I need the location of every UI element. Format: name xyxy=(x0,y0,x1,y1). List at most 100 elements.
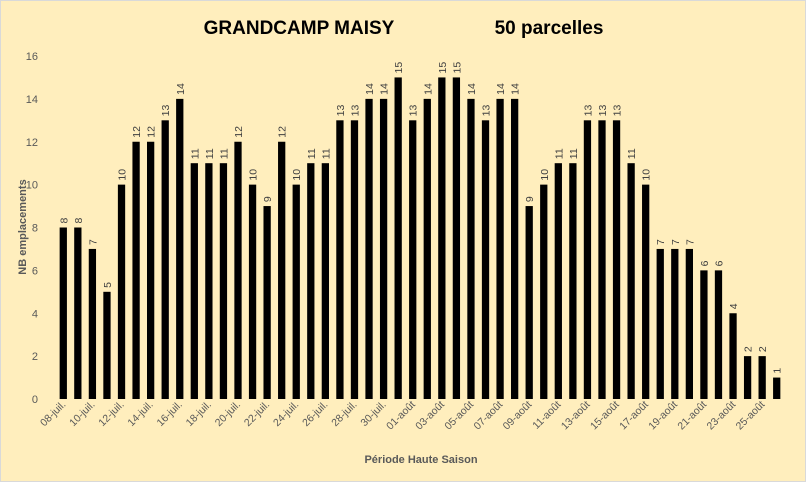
data-label: 10 xyxy=(117,169,129,181)
bar xyxy=(321,163,329,399)
x-tick-label: 12-juil. xyxy=(96,399,126,429)
x-tick-label: 14-juil. xyxy=(125,399,155,429)
bars-group xyxy=(59,77,781,399)
bar xyxy=(656,248,664,399)
y-tick-label: 12 xyxy=(26,137,38,149)
bar xyxy=(307,163,315,399)
bar xyxy=(423,98,431,399)
data-label: 10 xyxy=(641,169,653,181)
bar xyxy=(481,120,490,399)
data-label: 13 xyxy=(408,104,420,116)
bar xyxy=(612,120,621,399)
data-label: 12 xyxy=(233,126,245,138)
y-tick-label: 4 xyxy=(32,308,38,320)
x-tick-label: 01-août xyxy=(384,399,418,433)
data-label: 14 xyxy=(510,83,522,95)
x-tick-label: 13-août xyxy=(559,399,593,433)
bar xyxy=(190,163,198,399)
bar xyxy=(379,98,388,399)
x-tick-label: 18-juil. xyxy=(184,399,214,429)
bar xyxy=(540,184,548,399)
bar xyxy=(103,291,111,399)
bar xyxy=(88,248,97,399)
data-label: 12 xyxy=(146,126,158,138)
data-label: 13 xyxy=(160,104,172,116)
bar xyxy=(598,120,606,399)
x-tick-label: 26-juil. xyxy=(300,399,330,429)
bar xyxy=(394,77,402,399)
data-label: 2 xyxy=(743,346,755,352)
data-label: 10 xyxy=(291,169,303,181)
data-label: 9 xyxy=(524,196,536,202)
bar xyxy=(74,227,82,399)
x-tick-label: 05-août xyxy=(442,399,476,433)
data-label: 10 xyxy=(539,169,551,181)
bar xyxy=(132,141,140,399)
data-label: 5 xyxy=(102,282,114,288)
data-label: 14 xyxy=(379,83,391,95)
data-label: 13 xyxy=(582,104,594,116)
bar xyxy=(365,98,373,399)
bar xyxy=(685,248,693,399)
data-label: 15 xyxy=(437,62,449,74)
bar xyxy=(452,77,461,399)
x-tick-label: 28-juil. xyxy=(329,399,359,429)
bar xyxy=(671,248,679,399)
bar xyxy=(743,356,752,399)
x-tick-label: 23-août xyxy=(704,399,738,433)
data-label: 11 xyxy=(189,148,201,159)
y-axis-title: NB emplacements xyxy=(17,179,29,274)
x-tick-label: 03-août xyxy=(413,399,447,433)
x-tick-label: 10-juil. xyxy=(67,399,97,429)
data-label: 6 xyxy=(699,260,711,266)
x-tick-label: 07-août xyxy=(472,399,506,433)
data-label: 7 xyxy=(87,239,99,245)
data-label: 1 xyxy=(772,368,784,374)
bar xyxy=(554,163,562,399)
x-tick-label: 15-août xyxy=(588,399,622,433)
bar xyxy=(467,98,475,399)
data-label: 14 xyxy=(422,83,434,95)
data-label: 13 xyxy=(335,104,347,116)
x-tick-label: 08-juil. xyxy=(38,399,68,429)
bar xyxy=(350,120,359,399)
y-tick-label: 10 xyxy=(26,180,38,192)
bar xyxy=(700,270,708,399)
y-tick-label: 8 xyxy=(32,223,38,235)
bar xyxy=(758,356,766,399)
bar xyxy=(409,120,417,399)
data-label: 8 xyxy=(58,218,70,224)
data-label: 6 xyxy=(713,260,725,266)
data-label: 11 xyxy=(320,148,332,159)
bar xyxy=(117,184,126,399)
bar xyxy=(496,98,504,399)
x-axis-title: Période Haute Saison xyxy=(364,454,477,466)
data-label: 11 xyxy=(568,148,580,159)
data-label: 14 xyxy=(495,83,507,95)
data-label: 2 xyxy=(757,346,769,352)
y-axis: 0 2 4 6 8 10 12 14 16 xyxy=(26,51,38,406)
bar xyxy=(438,77,446,399)
bar xyxy=(248,184,257,399)
x-tick-label: 11-août xyxy=(530,399,563,432)
y-tick-label: 0 xyxy=(32,394,38,406)
data-label: 13 xyxy=(481,104,493,116)
data-label: 4 xyxy=(728,303,740,309)
bar xyxy=(642,184,650,399)
x-tick-label: 21-août xyxy=(675,399,709,433)
data-label: 11 xyxy=(218,148,230,159)
x-axis: 08-juil.10-juil.12-juil.14-juil.16-juil.… xyxy=(38,399,767,433)
bar xyxy=(336,120,344,399)
data-label: 10 xyxy=(248,169,260,181)
bar xyxy=(525,206,533,399)
x-tick-label: 25-août xyxy=(734,399,768,433)
bar xyxy=(729,313,737,399)
data-label: 15 xyxy=(451,62,463,74)
data-label: 11 xyxy=(626,148,638,159)
data-label: 12 xyxy=(277,126,289,138)
y-tick-label: 14 xyxy=(26,94,38,106)
bar xyxy=(292,184,300,399)
y-tick-label: 16 xyxy=(26,51,38,63)
